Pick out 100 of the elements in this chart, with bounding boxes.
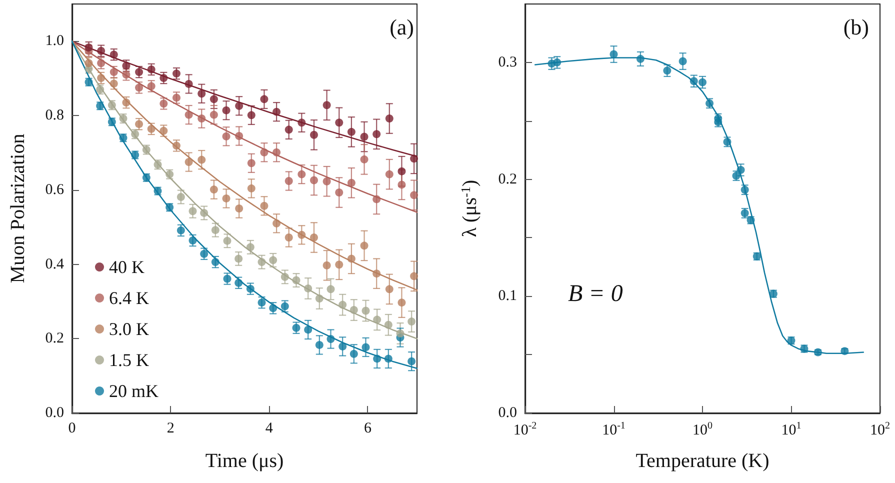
point [362,306,370,315]
point [147,82,156,90]
point [373,316,382,324]
y-tick-label: 0.6 [45,182,64,198]
point [97,46,106,55]
point [322,101,331,110]
point [284,126,293,134]
point [160,74,168,82]
point [198,156,206,164]
point [310,234,318,242]
point [234,254,243,263]
point [235,204,244,212]
point [135,120,144,128]
y-tick-label: 1.0 [45,33,64,50]
point [260,95,268,104]
point [96,86,104,94]
point [315,294,324,302]
point [260,202,268,210]
point [258,298,266,307]
point [147,124,156,133]
point [272,108,281,116]
point [269,304,278,312]
point [246,243,254,252]
point [398,180,406,189]
point [110,50,118,59]
point [211,226,220,234]
annotation: (b) [843,14,870,40]
point [408,357,416,366]
point [247,111,256,120]
point [135,68,144,76]
y-tick-label: 0.1 [498,288,517,304]
y-tick-label: 0.8 [45,108,64,124]
point [284,234,293,242]
point [338,342,347,350]
point [135,84,144,92]
point [198,90,206,98]
point [347,178,356,187]
point [310,176,318,184]
y-tick-label: 0.2 [498,171,517,188]
point [372,130,381,138]
y-tick-label: 0.0 [45,405,64,421]
point [110,68,118,76]
point [298,230,306,239]
point [396,329,404,338]
point [122,70,130,79]
point [385,285,394,294]
y-tick-label: 0.2 [45,330,64,347]
point [280,272,289,281]
x-tick-label: 6 [364,420,372,436]
legend-label: 6.4 K [109,288,149,308]
point [272,219,281,228]
point [410,154,418,163]
point [172,70,180,78]
annotation: (a) [390,14,414,40]
point [258,258,266,266]
point [347,128,356,136]
point [188,207,197,216]
point [362,343,370,352]
point [200,208,208,217]
point [97,59,106,68]
point [298,118,306,127]
point [373,354,382,363]
point [246,284,254,293]
point [122,98,130,107]
y-tick-label: 0.4 [45,256,64,272]
point [398,298,406,307]
point [122,62,130,70]
point [372,270,381,278]
y-axis-title: Muon Polarization [7,134,29,284]
point [385,170,394,178]
point [338,300,347,309]
legend-label: 20 mK [109,381,158,401]
point [310,130,318,139]
point [222,194,230,202]
point [172,94,180,102]
point [160,100,168,108]
point [184,80,193,88]
point [160,126,168,135]
point [223,236,232,245]
point [222,106,230,114]
point [147,65,156,74]
point [184,110,193,119]
point [176,226,185,234]
point [210,186,218,194]
point [350,306,358,314]
point [360,132,368,141]
point [335,260,344,269]
point [326,335,335,344]
point [304,326,312,334]
point [247,184,256,192]
point [292,276,300,284]
x-tick-label: 4 [265,420,274,436]
point [247,159,256,168]
point [322,177,331,186]
point [235,102,244,110]
point [322,261,331,270]
legend-label: 3.0 K [109,319,149,339]
x-tick-label: 0 [68,420,76,436]
point [385,114,394,123]
point [280,302,289,310]
